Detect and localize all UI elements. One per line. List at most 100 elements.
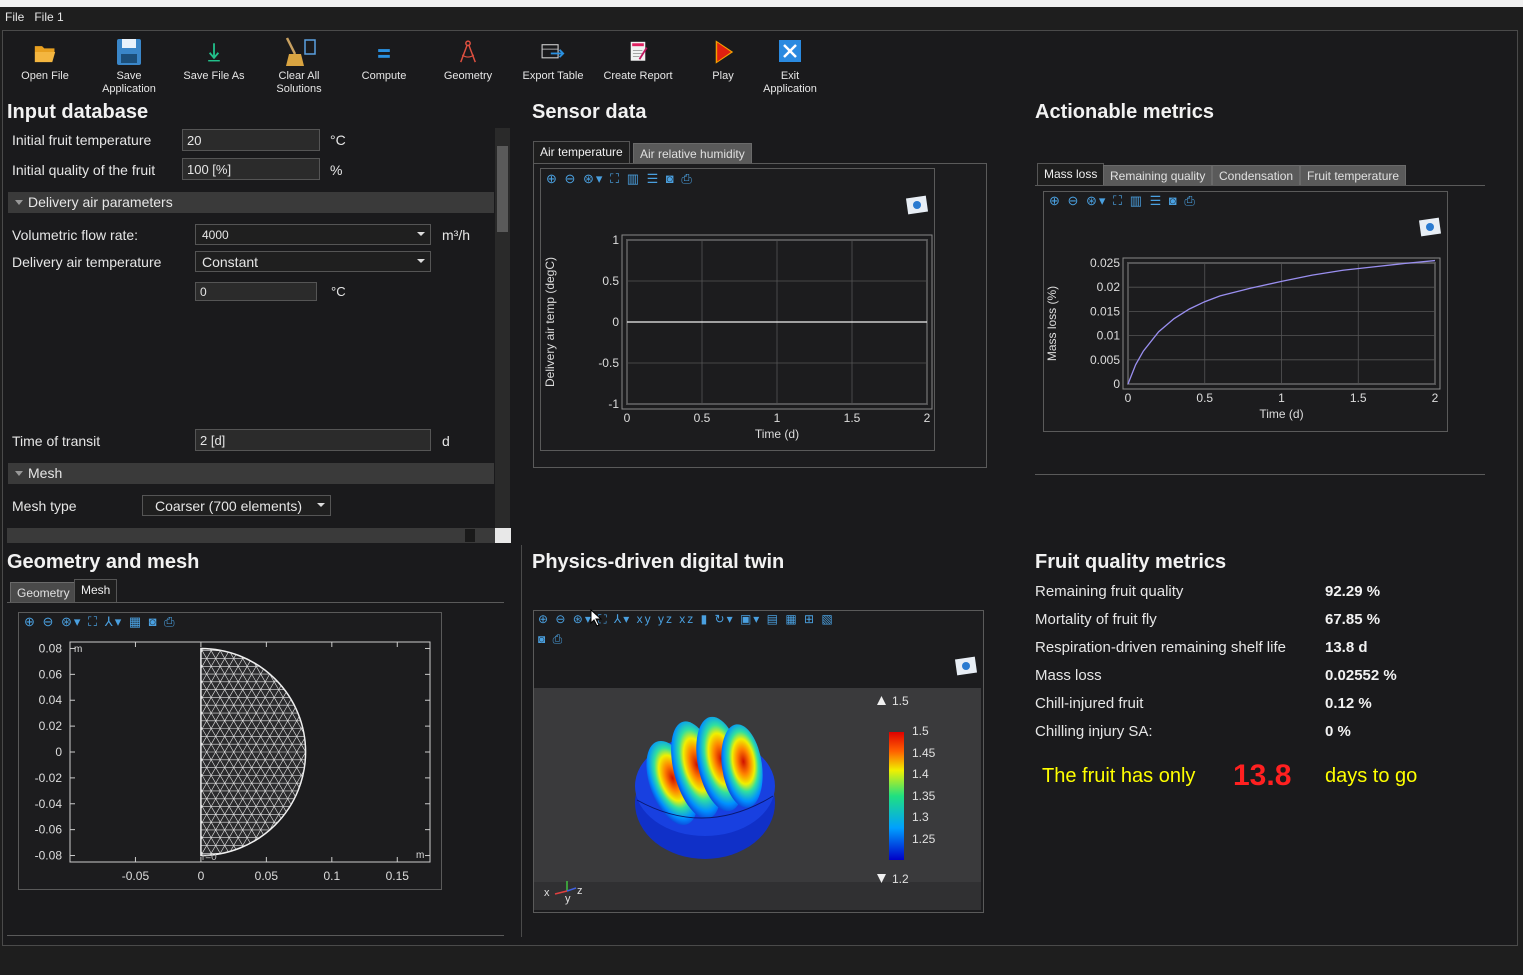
vertical-scrollbar[interactable]	[495, 128, 510, 528]
compute-label: Compute	[361, 70, 407, 82]
geometry-label: Geometry	[443, 70, 493, 82]
y-tick-label: 0.5	[602, 274, 619, 288]
mesh-edge	[200, 648, 249, 856]
x-tick-label: 1	[774, 411, 781, 425]
open-file-button[interactable]: Open File	[9, 36, 81, 83]
mesh-plot-toolbar[interactable]: ⊕ ⊖ ⊛▾ ⛶ ⅄▾ ▦ ◙ ⎙	[24, 614, 177, 629]
menu-file-1[interactable]: File 1	[34, 10, 64, 24]
x-tick-label: -0.05	[122, 869, 150, 883]
mesh-edge	[227, 648, 306, 856]
y-tick-label: 0.08	[39, 641, 63, 655]
horizontal-scrollbar-thumb[interactable]	[465, 529, 475, 542]
delivery-air-temp-input[interactable]: 0	[195, 282, 317, 301]
plot-outer-frame	[1122, 257, 1441, 390]
banner-days-value: 13.8	[1233, 759, 1292, 792]
graphics-window-icon[interactable]	[1418, 217, 1442, 237]
metric-label: Chill-injured fruit	[1035, 695, 1144, 712]
y-tick-label: 0	[1113, 377, 1120, 391]
mesh-type-label: Mesh type	[12, 498, 77, 514]
compute-button[interactable]: Compute	[348, 36, 420, 83]
open-file-label: Open File	[21, 70, 69, 82]
export-table-icon	[541, 44, 565, 59]
mesh-section-header[interactable]: Mesh	[8, 463, 494, 484]
legend-max-label: 1.5	[892, 694, 909, 708]
x-tick-label: 2	[924, 411, 931, 425]
clear-all-solutions-button[interactable]: Clear All Solutions	[263, 36, 335, 96]
twin-plot-toolbar[interactable]: ⊕ ⊖ ⊛▾ ⛶ ⅄▾ xy yz xz ▮ ↻▾ ▣▾ ▤ ▦ ⊞ ▧	[538, 612, 835, 626]
y-tick-label: 0	[55, 745, 62, 759]
transit-time-label: Time of transit	[12, 433, 101, 449]
initial-quality-unit: %	[330, 162, 343, 178]
mesh-edge	[200, 648, 267, 856]
metric-label: Mortality of fruit fly	[1035, 611, 1157, 628]
y-tick-label: -0.06	[35, 823, 63, 837]
save-file-as-button[interactable]: Save File As	[178, 36, 250, 83]
actionable-metrics-title: Actionable metrics	[1035, 101, 1214, 123]
svg-text:z: z	[577, 885, 583, 897]
flow-rate-label: Volumetric flow rate:	[12, 227, 139, 243]
flow-rate-value: 4000	[202, 228, 229, 242]
delivery-air-section-label: Delivery air parameters	[28, 194, 173, 210]
tab-divider-bottom	[1035, 474, 1485, 475]
delivery-air-temp-mode-select[interactable]: Constant	[195, 251, 431, 272]
twin-plot-toolbar-row2[interactable]: ◙ ⎙	[538, 632, 565, 646]
tab-fruit-temperature[interactable]: Fruit temperature	[1300, 165, 1407, 186]
y-tick-label: -0.02	[35, 771, 63, 785]
metric-label: Respiration-driven remaining shelf life	[1035, 639, 1286, 656]
mass-loss-plot-toolbar[interactable]: ⊕ ⊖ ⊛▾ ⛶ ▥ ☰ ◙ ⎙	[1049, 193, 1197, 208]
tab-condensation[interactable]: Condensation	[1212, 165, 1301, 186]
delivery-air-section-header[interactable]: Delivery air parameters	[8, 192, 494, 213]
mesh-edge	[200, 648, 240, 856]
mass-loss-chart: 0 0.5 1 1.5 2 0.025 0.02 0.015 0.01 0.005 0 Time (d…	[1045, 256, 1441, 421]
geometry-button[interactable]: Geometry	[432, 36, 504, 83]
x-tick-label: 0	[624, 411, 631, 425]
tab-mass-loss[interactable]: Mass loss	[1037, 163, 1105, 186]
tab-air-relative-humidity[interactable]: Air relative humidity	[633, 143, 752, 164]
flow-rate-unit: m³/h	[442, 227, 470, 243]
x-axis-label: Time (d)	[755, 427, 799, 441]
series-line	[1127, 259, 1436, 385]
y-axis-label: Delivery air temp (degC)	[543, 257, 557, 387]
initial-temp-unit: °C	[330, 132, 346, 148]
unit-label: m	[416, 850, 424, 861]
tab-mesh[interactable]: Mesh	[74, 579, 118, 603]
y-tick-label: 0.005	[1090, 353, 1120, 367]
transit-time-input[interactable]: 2 [d]	[195, 429, 431, 451]
sensor-plot-toolbar[interactable]: ⊕ ⊖ ⊛▾ ⛶ ▥ ☰ ◙ ⎙	[546, 171, 694, 186]
create-report-button[interactable]: Create Report	[602, 36, 674, 83]
vertical-scrollbar-thumb[interactable]	[497, 146, 508, 232]
tab-remaining-quality[interactable]: Remaining quality	[1103, 165, 1213, 186]
tab-geometry[interactable]: Geometry	[10, 582, 77, 603]
initial-quality-input[interactable]: 100 [%]	[182, 158, 320, 180]
sensor-chart: 0 0.5 1 1.5 2 1 0.5 0 -0.5 -1 Time (d) Delivery air…	[543, 233, 933, 441]
play-icon	[715, 40, 734, 64]
save-application-button[interactable]: Save Application	[93, 36, 165, 96]
x-axis-label: Time (d)	[1259, 407, 1303, 421]
legend-min-label: 1.2	[892, 872, 909, 886]
svg-text:y: y	[565, 893, 571, 905]
mesh-edge	[236, 648, 306, 856]
metric-value: 0.12 %	[1325, 695, 1372, 712]
x-tick-label: 1	[1278, 391, 1285, 405]
flow-rate-select[interactable]: 4000	[195, 224, 431, 245]
y-tick-label: -0.5	[598, 356, 619, 370]
axis-triad: x y z	[544, 881, 583, 905]
legend-tick: 1.25	[912, 832, 936, 846]
graphics-window-icon[interactable]	[954, 656, 978, 676]
initial-temp-input[interactable]: 20	[182, 129, 320, 151]
export-table-button[interactable]: Export Table	[517, 36, 589, 83]
graphics-window-icon[interactable]	[905, 195, 929, 215]
report-icon	[630, 41, 648, 61]
panel-divider	[521, 545, 522, 937]
menu-file[interactable]: File	[5, 10, 25, 24]
play-button[interactable]: Play	[687, 36, 759, 83]
save-application-label: Save Application	[102, 70, 156, 95]
horizontal-scrollbar[interactable]	[7, 528, 495, 543]
mesh-type-select[interactable]: Coarser (700 elements)	[142, 495, 331, 516]
tab-divider-bottom	[7, 935, 504, 936]
x-tick-label: 0	[1125, 391, 1132, 405]
tab-air-temperature[interactable]: Air temperature	[533, 141, 630, 164]
collapse-icon	[15, 200, 23, 205]
title-strip	[0, 0, 1523, 7]
exit-application-button[interactable]: Exit Application	[754, 36, 826, 96]
